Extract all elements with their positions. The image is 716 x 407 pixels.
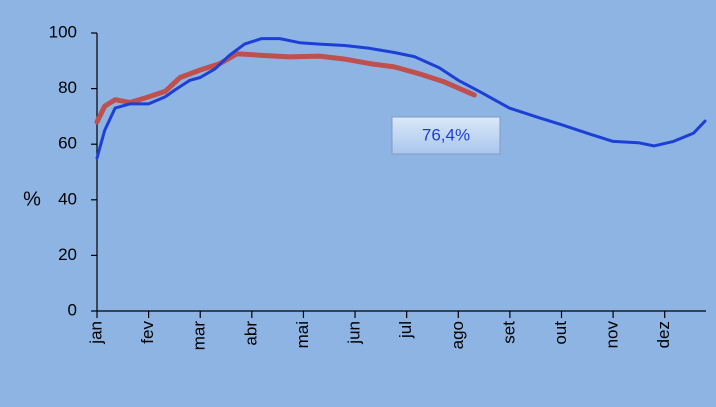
x-tick-label: fev	[138, 321, 157, 344]
y-tick-label: 20	[58, 245, 77, 264]
y-axis-label: %	[23, 188, 41, 210]
x-tick-label: mar	[190, 321, 209, 351]
y-tick-label: 80	[58, 78, 77, 97]
plot-area: 0 20 40 60 80 100 jan fev mar abr mai jun jul ago set o…	[49, 22, 707, 351]
x-tick-label: abr	[241, 321, 260, 346]
x-tick-label: ago	[448, 321, 467, 349]
x-tick-label: jan	[86, 321, 105, 345]
y-tick-label: 0	[68, 300, 77, 319]
x-tick-label: dez	[654, 321, 673, 348]
y-tick-label: 100	[49, 22, 77, 41]
x-tick-label: jun	[345, 321, 364, 345]
x-tick-label: jul	[396, 321, 415, 339]
annotation-box	[391, 116, 501, 155]
y-tick-label: 60	[58, 134, 77, 153]
x-tick-label: set	[499, 321, 518, 344]
annotation: 76,4%	[422, 125, 470, 144]
x-tick-label: mai	[293, 321, 312, 348]
series-line	[95, 37, 707, 160]
x-tick-label: out	[551, 321, 570, 345]
x-tick-label: nov	[603, 321, 622, 349]
y-tick-label: 40	[58, 189, 77, 208]
